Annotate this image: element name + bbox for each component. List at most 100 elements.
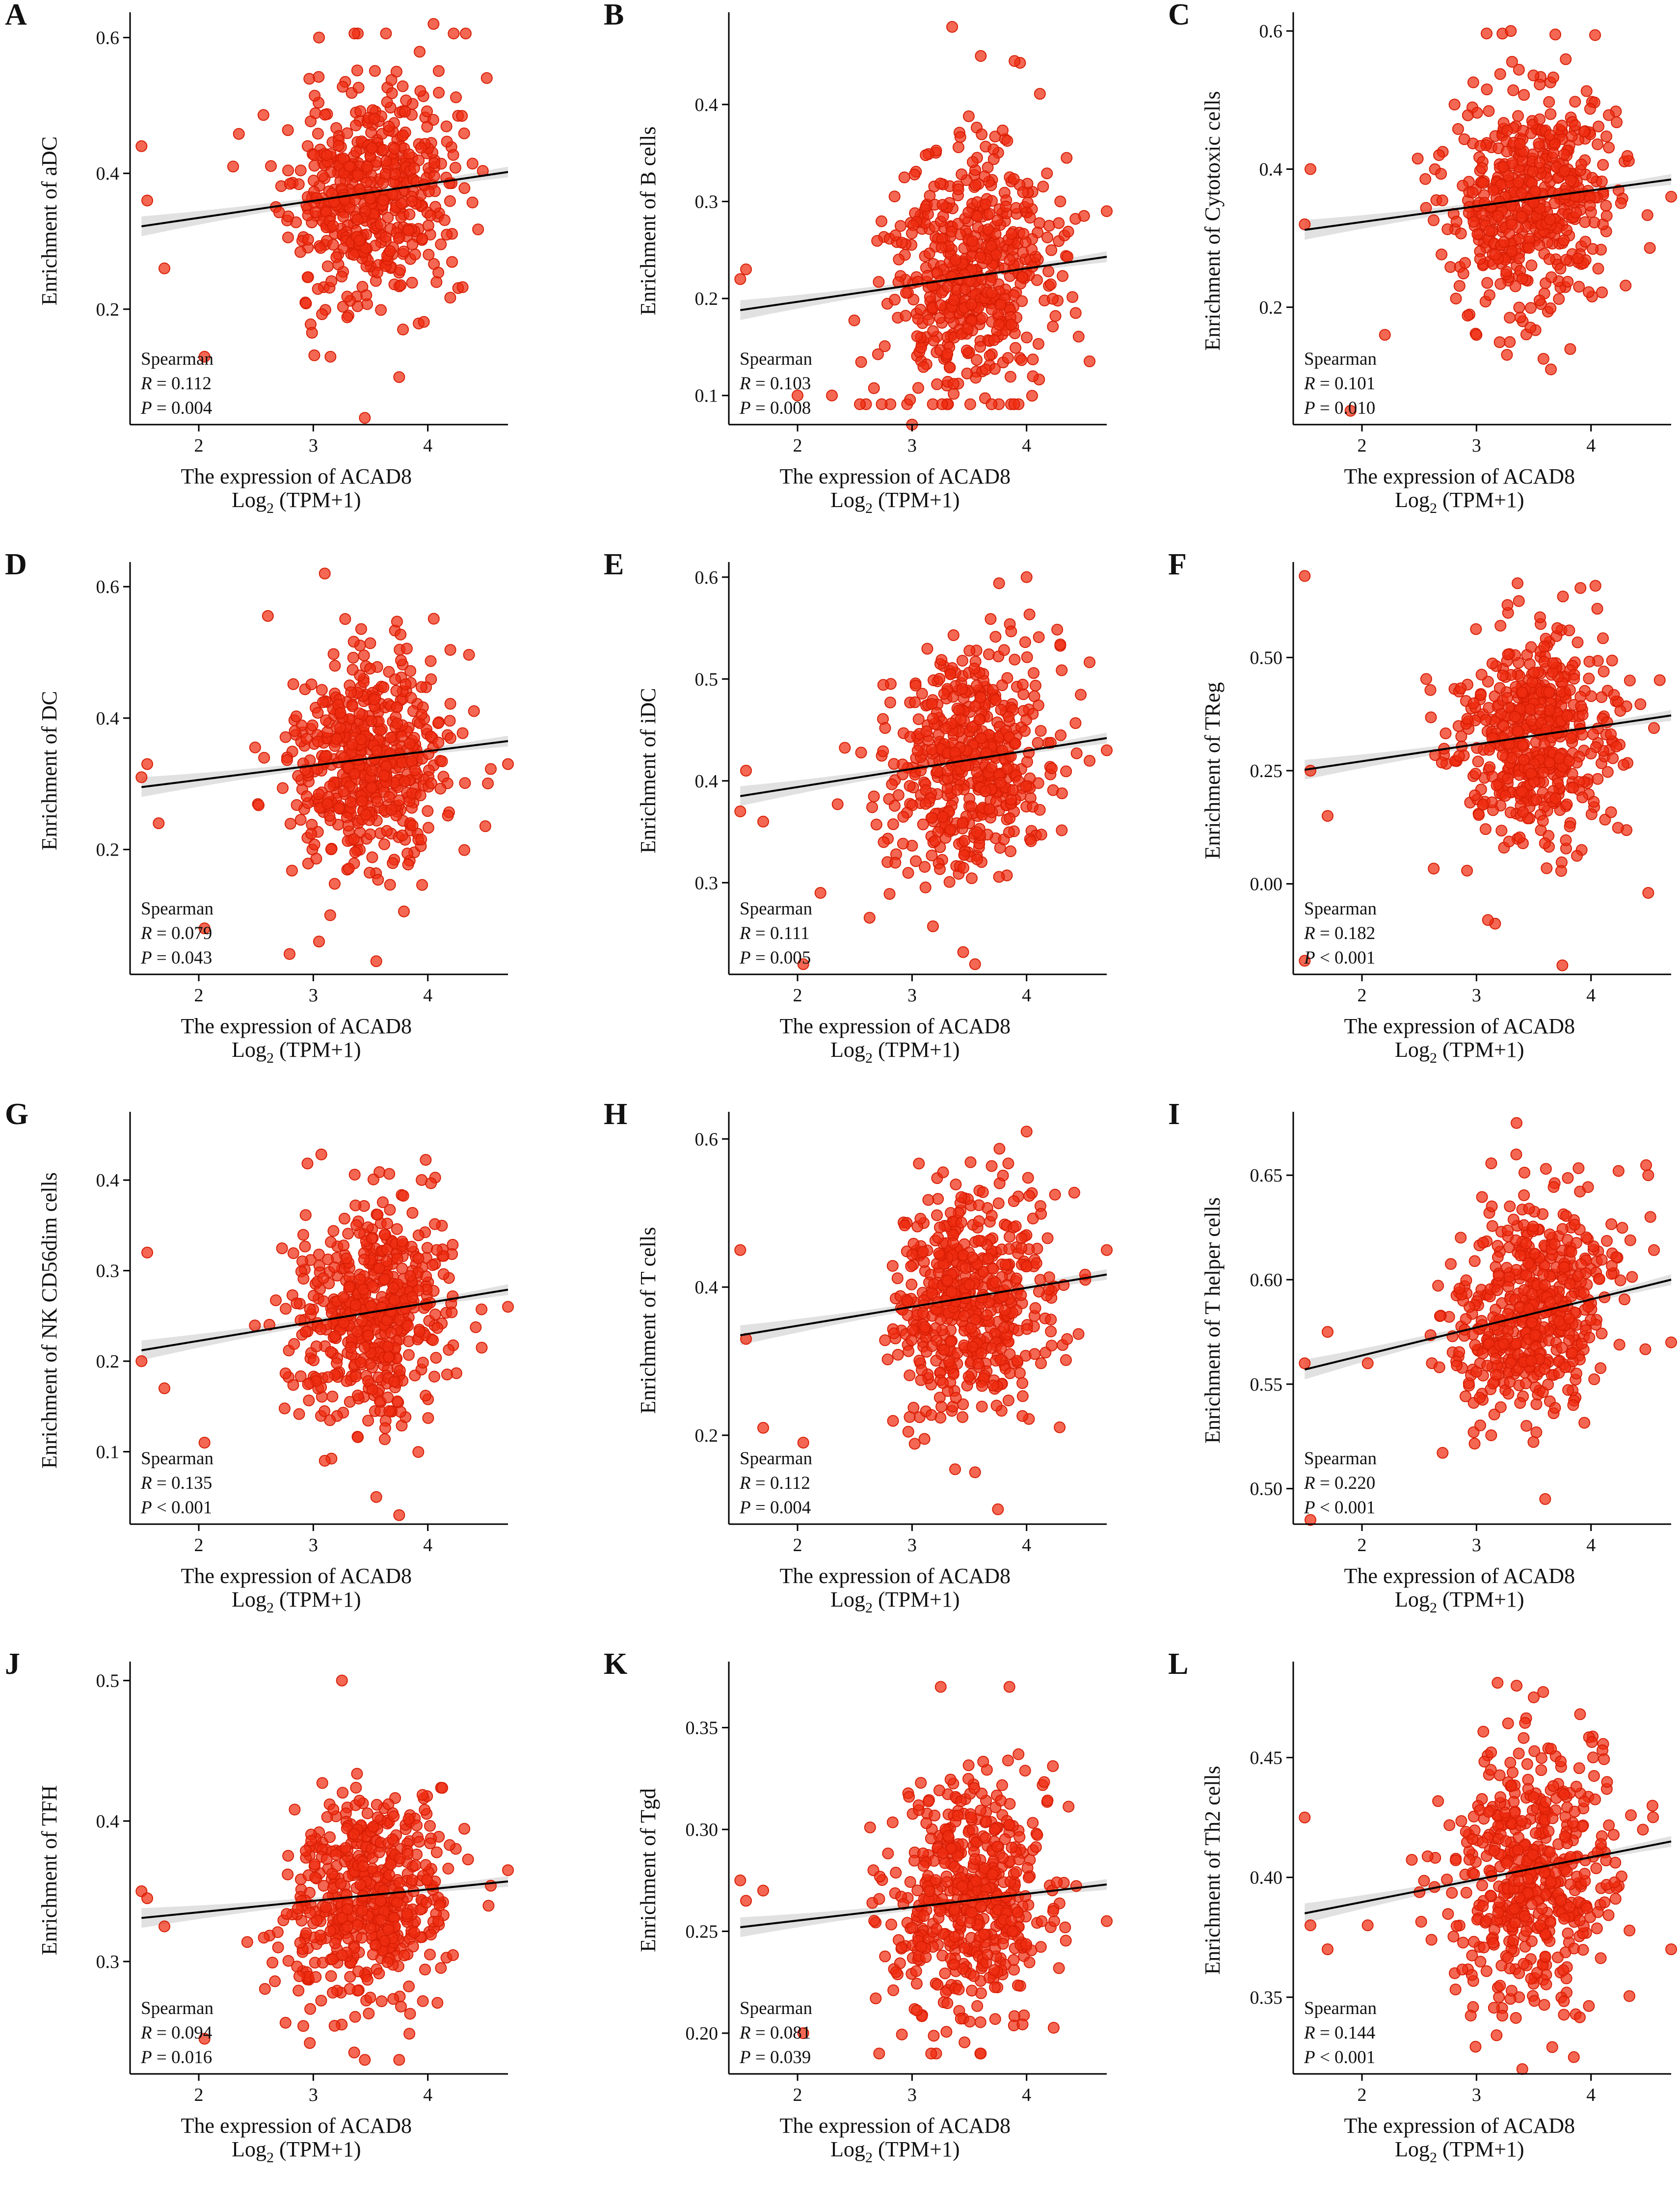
data-point <box>892 789 905 801</box>
data-point <box>422 805 434 817</box>
x-axis-unit-label: Log2 (TPM+1) <box>1395 1038 1524 1066</box>
data-point <box>1612 1165 1625 1177</box>
data-point <box>330 251 343 263</box>
data-point <box>1021 756 1033 768</box>
data-point <box>353 235 366 247</box>
data-point <box>351 64 363 77</box>
data-point <box>391 701 403 713</box>
data-point <box>914 303 927 316</box>
data-point <box>446 256 458 268</box>
data-point <box>971 853 983 865</box>
data-point <box>1615 197 1627 209</box>
data-point <box>1490 1369 1502 1381</box>
data-point <box>308 349 320 361</box>
data-point <box>988 334 1000 346</box>
x-unit-suffix: (TPM+1) <box>274 1038 361 1062</box>
data-point <box>415 708 427 721</box>
data-point <box>1600 200 1612 212</box>
data-point <box>868 790 880 803</box>
data-point <box>1555 865 1567 877</box>
data-point <box>1453 750 1465 762</box>
data-point <box>933 672 946 685</box>
data-point <box>476 1342 488 1354</box>
data-point <box>351 214 364 226</box>
data-point <box>900 310 912 322</box>
data-point <box>1084 355 1095 368</box>
data-point <box>1045 1314 1057 1326</box>
data-point <box>400 94 412 107</box>
x-unit-log: Log <box>232 1038 267 1062</box>
data-point <box>1579 236 1592 248</box>
data-point <box>1481 27 1493 40</box>
data-point <box>916 688 928 700</box>
data-point <box>317 696 329 708</box>
data-point <box>385 804 398 816</box>
data-point <box>963 1279 976 1291</box>
data-point <box>1435 168 1447 180</box>
data-point <box>740 263 752 275</box>
data-point <box>1480 714 1492 726</box>
data-point <box>898 171 910 184</box>
data-point <box>1476 162 1488 174</box>
data-point <box>1016 678 1029 691</box>
data-point <box>734 1244 747 1256</box>
x-unit-suffix: (TPM+1) <box>1437 488 1524 512</box>
data-point <box>342 1228 354 1240</box>
data-point <box>337 211 349 223</box>
data-point <box>1024 212 1036 224</box>
x-tick-label: 4 <box>423 985 432 1006</box>
stats-p-label: P <box>739 1498 751 1518</box>
data-point <box>1021 1260 1033 1272</box>
data-point <box>1589 29 1601 41</box>
data-point <box>1525 767 1537 779</box>
data-point <box>915 342 927 354</box>
data-point <box>1035 725 1047 737</box>
x-unit-suffix: (TPM+1) <box>873 1587 960 1612</box>
data-point <box>1481 277 1493 289</box>
data-point <box>934 863 946 875</box>
data-point <box>308 1354 320 1367</box>
data-point <box>926 812 938 824</box>
data-point <box>855 747 867 759</box>
data-point <box>1023 608 1036 620</box>
data-point <box>969 958 981 970</box>
data-point <box>387 1282 400 1294</box>
data-point <box>328 1261 341 1273</box>
data-point <box>905 1260 917 1272</box>
data-point <box>917 1307 929 1319</box>
data-point <box>1497 720 1510 732</box>
data-point <box>327 648 340 660</box>
data-point <box>986 1160 998 1172</box>
stats-r-value: = 0.101 <box>1315 374 1376 394</box>
data-point <box>459 27 472 40</box>
x-unit-suffix: (TPM+1) <box>873 1038 960 1062</box>
data-point <box>1026 243 1038 256</box>
data-point <box>319 108 331 121</box>
data-point <box>1010 1220 1022 1233</box>
data-point <box>984 208 995 220</box>
data-point <box>403 737 416 750</box>
data-point <box>1607 752 1619 764</box>
data-point <box>441 229 453 241</box>
data-point <box>1016 271 1029 283</box>
data-point <box>1035 1357 1047 1370</box>
data-point <box>262 610 274 622</box>
data-point <box>1516 686 1528 699</box>
stats-r-label: R <box>1304 923 1315 943</box>
data-point <box>1642 887 1654 899</box>
data-point <box>1462 309 1474 322</box>
data-point <box>976 312 988 324</box>
data-point <box>364 637 376 649</box>
data-point <box>1573 281 1585 293</box>
stats-r-value: = 0.135 <box>152 1473 213 1493</box>
y-tick-label: 0.50 <box>1250 647 1283 668</box>
data-point <box>428 170 440 182</box>
data-point <box>1587 1240 1600 1253</box>
data-point <box>1592 773 1604 785</box>
data-point <box>391 1223 403 1235</box>
data-point <box>409 248 421 261</box>
data-point <box>358 649 370 662</box>
data-point <box>402 224 415 237</box>
data-point <box>198 350 211 363</box>
data-point <box>911 745 924 757</box>
